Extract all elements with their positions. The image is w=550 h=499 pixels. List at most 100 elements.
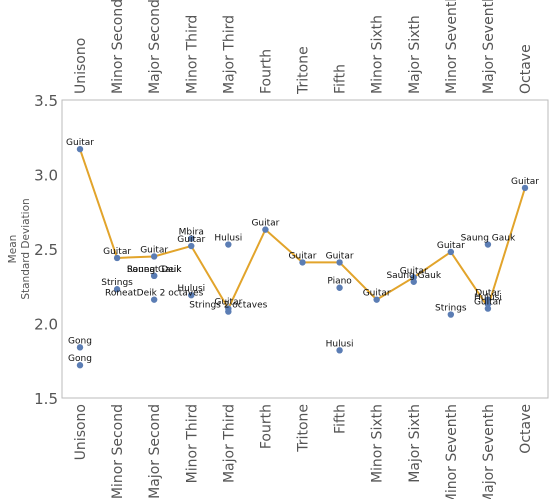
x-axis-top: Unisono Minor Second Major Second Minor Thi… xyxy=(73,0,534,95)
x-tick-label-top: Minor Third xyxy=(184,15,200,94)
series-line xyxy=(79,148,526,311)
x-tick-label-top: Fifth xyxy=(333,64,349,94)
y-tick-label: 1.5 xyxy=(34,390,58,408)
data-point-label: Guitar xyxy=(214,298,242,308)
data-point xyxy=(521,184,529,192)
data-point xyxy=(336,259,343,266)
data-point-label: Guitar xyxy=(66,138,94,148)
data-point xyxy=(336,284,343,291)
data-point-label: Roneat Deik xyxy=(127,265,182,275)
y-axis: 1.5 2.0 2.5 3.0 3.5 xyxy=(34,92,58,408)
x-tick-label-bottom: Fifth xyxy=(333,404,349,434)
x-tick-label-bottom: Major Seventh xyxy=(481,404,497,499)
data-point-label: Saung Gauk xyxy=(461,234,516,244)
y-tick-label: 3.5 xyxy=(34,92,58,110)
x-tick-label-bottom: Minor Third xyxy=(184,404,200,483)
x-tick-label-bottom: Minor Second xyxy=(110,404,126,499)
data-point xyxy=(113,286,121,293)
data-point xyxy=(410,278,417,285)
y-tick-label: 3.0 xyxy=(34,167,58,185)
plot-frame xyxy=(61,99,549,399)
x-axis-bottom: Unisono Minor Second Major Second Minor Thi… xyxy=(73,404,534,499)
data-point xyxy=(225,241,232,248)
data-point xyxy=(410,274,417,281)
x-tick-label-bottom: Major Second xyxy=(147,404,163,499)
data-point-label: Gong xyxy=(68,336,92,346)
data-point-label: Guitar xyxy=(251,219,279,229)
y-axis-title: Mean Standard Deviation xyxy=(7,198,32,299)
data-points xyxy=(76,145,529,369)
data-point xyxy=(150,253,158,260)
data-point-label: Guitar xyxy=(363,289,391,299)
data-point-label: Guitar xyxy=(140,245,168,255)
x-tick-label-bottom: Fourth xyxy=(258,404,274,449)
x-tick-label-top: Major Third xyxy=(221,15,237,94)
x-tick-label-bottom: Minor Sixth xyxy=(370,404,386,483)
x-tick-label-bottom: Major Third xyxy=(221,404,237,483)
data-point xyxy=(262,226,269,233)
x-tick-label-top: Tritone xyxy=(296,46,312,95)
y-axis-title-line: Mean xyxy=(7,235,19,264)
data-point xyxy=(113,254,121,262)
y-tick-label: 2.5 xyxy=(34,241,58,259)
x-tick-label-top: Minor Second xyxy=(110,0,126,94)
x-tick-label-bottom: Unisono xyxy=(73,404,89,460)
data-point xyxy=(150,272,158,280)
data-point xyxy=(447,311,455,318)
data-point xyxy=(373,296,380,303)
data-point xyxy=(299,259,306,266)
data-point xyxy=(484,241,492,248)
data-point-label: Guitar xyxy=(177,235,205,245)
x-tick-label-bottom: Major Sixth xyxy=(407,404,423,483)
data-point xyxy=(225,308,232,315)
data-point xyxy=(76,344,84,351)
data-point-label: RoneatDeik 2 octaves xyxy=(105,289,204,299)
data-point-label: Guitar xyxy=(511,177,539,187)
data-point xyxy=(447,248,455,256)
x-tick-label-bottom: Minor Seventh xyxy=(444,404,460,499)
data-point xyxy=(150,296,158,303)
data-point xyxy=(336,347,343,354)
x-tick-label-top: Fourth xyxy=(258,49,274,94)
x-tick-label-bottom: Octave xyxy=(518,404,534,454)
data-point-label: Gong xyxy=(68,354,92,364)
data-point xyxy=(76,362,84,369)
data-point-label: Guitar xyxy=(289,251,317,261)
data-point-label: Strings xyxy=(101,278,133,288)
x-tick-label-top: Major Second xyxy=(147,0,163,94)
data-point-label: Dutar xyxy=(475,289,501,299)
y-axis-title-line: Standard Deviation xyxy=(20,198,32,299)
data-point xyxy=(484,305,492,312)
data-point-label: Saung Gauk xyxy=(127,265,182,275)
data-point xyxy=(484,300,492,308)
data-point-label: Strings 2 octaves xyxy=(189,301,267,311)
data-point-label: Guitar xyxy=(474,298,502,308)
data-point-label: Hulusi xyxy=(214,234,242,244)
data-point xyxy=(188,242,195,250)
data-point-label: Mbira xyxy=(179,228,204,238)
x-tick-label-bottom: Tritone xyxy=(296,404,312,453)
data-point-label: Hulusi xyxy=(326,339,354,349)
data-point-label: Guitar xyxy=(400,266,428,276)
data-point xyxy=(188,291,195,299)
data-point xyxy=(188,235,195,242)
x-tick-label-top: Minor Seventh xyxy=(444,0,460,94)
x-tick-label-top: Major Seventh xyxy=(481,0,497,94)
x-tick-label-top: Octave xyxy=(518,44,534,94)
data-point xyxy=(76,145,84,153)
data-point-label: Strings xyxy=(435,304,467,314)
x-tick-label-top: Minor Sixth xyxy=(370,15,386,94)
mean-line xyxy=(79,148,526,311)
data-point-label: Guitar xyxy=(326,251,354,261)
data-point-label: Saung Gauk xyxy=(386,271,441,281)
x-tick-label-top: Major Sixth xyxy=(407,15,423,94)
data-point-label: Guitar xyxy=(103,247,131,257)
x-tick-label-top: Unisono xyxy=(73,38,89,94)
y-tick-label: 2.0 xyxy=(34,316,58,334)
data-point xyxy=(484,296,492,303)
data-point-label: Guitar xyxy=(437,241,465,251)
data-point-label: Hulusi xyxy=(474,293,502,303)
data-point-label: Hulusi xyxy=(177,284,205,294)
